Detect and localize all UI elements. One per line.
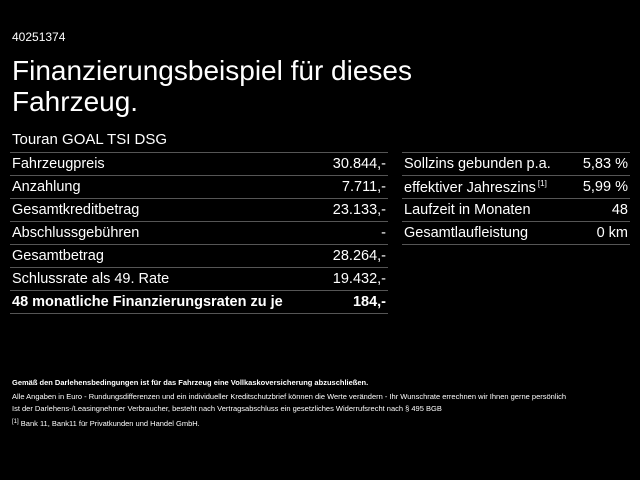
label-text: Schlussrate als 49. Rate	[12, 271, 170, 287]
table-row: 48 monatliche Finanzierungsraten zu je 18…	[10, 291, 388, 314]
row-value: 48	[611, 202, 628, 218]
footnote: [1] Bank 11, Bank11 für Privatkunden und…	[12, 419, 200, 428]
row-label: Anzahlung	[12, 179, 81, 195]
row-label: Schlussrate als 49. Rate	[12, 271, 169, 287]
label-text: Anzahlung	[12, 179, 81, 195]
row-label: effektiver Jahreszins [1]	[404, 179, 547, 196]
finance-table: Fahrzeugpreis 30.844,- Anzahlung 7.711,- Ges…	[10, 152, 388, 314]
title: Finanzierungsbeispiel für dieses Fahrzeu…	[12, 55, 412, 117]
row-label: Gesamtkreditbetrag	[12, 202, 139, 218]
row-value: 184,-	[352, 294, 386, 310]
table-row: Fahrzeugpreis 30.844,-	[10, 153, 388, 176]
row-label: Abschlussgebühren	[12, 225, 139, 241]
table-row: effektiver Jahreszins [1] 5,99 %	[402, 176, 630, 199]
label-text: 48 monatliche Finanzierungsraten zu je	[12, 294, 283, 310]
footnote-marker: [1]	[12, 419, 19, 425]
row-value: 7.711,-	[341, 179, 386, 195]
row-value: 0 km	[596, 225, 628, 241]
listing-id: 40251374	[12, 30, 66, 44]
label-text: Fahrzeugpreis	[12, 156, 105, 172]
footnote-ref: [1]	[537, 178, 547, 188]
table-row: Laufzeit in Monaten 48	[402, 199, 630, 222]
row-label: Laufzeit in Monaten	[404, 202, 531, 218]
row-value: 5,83 %	[582, 156, 628, 172]
row-label: 48 monatliche Finanzierungsraten zu je	[12, 294, 283, 310]
table-row: Gesamtbetrag 28.264,-	[10, 245, 388, 268]
rate-table: Sollzins gebunden p.a. 5,83 % effektiver J…	[402, 152, 630, 245]
row-value: 23.133,-	[332, 202, 386, 218]
row-value: 19.432,-	[332, 271, 386, 287]
row-value: 30.844,-	[332, 156, 386, 172]
label-text: Gesamtbetrag	[12, 248, 104, 264]
label-text: Abschlussgebühren	[12, 225, 140, 241]
row-label: Gesamtbetrag	[12, 248, 104, 264]
label-text: Gesamtlaufleistung	[404, 225, 529, 241]
model: Touran GOAL TSI DSG	[12, 131, 168, 148]
label-text: Laufzeit in Monaten	[404, 202, 531, 218]
table-row: Abschlussgebühren -	[10, 222, 388, 245]
row-value: -	[381, 225, 386, 241]
note-line: Alle Angaben in Euro - Rundungsdifferenz…	[12, 392, 567, 401]
table-row: Anzahlung 7.711,-	[10, 176, 388, 199]
row-value: 5,99 %	[582, 179, 628, 195]
label-text: Sollzins gebunden p.a.	[404, 156, 551, 172]
table-row: Gesamtkreditbetrag 23.133,-	[10, 199, 388, 222]
label-text: Gesamtkreditbetrag	[12, 202, 140, 218]
conditions-note: Gemäß den Darlehensbedingungen ist für d…	[12, 378, 369, 387]
row-label: Gesamtlaufleistung	[404, 225, 528, 241]
table-row: Gesamtlaufleistung 0 km	[402, 222, 630, 245]
label-text: effektiver Jahreszins	[404, 179, 536, 196]
table-row: Schlussrate als 49. Rate 19.432,-	[10, 268, 388, 291]
row-label: Sollzins gebunden p.a.	[404, 156, 551, 172]
footnote-text: Bank 11, Bank11 für Privatkunden und Han…	[20, 419, 200, 428]
table-row: Sollzins gebunden p.a. 5,83 %	[402, 153, 630, 176]
note-line: Ist der Darlehens-/Leasingnehmer Verbrau…	[12, 404, 442, 413]
row-value: 28.264,-	[332, 248, 386, 264]
row-label: Fahrzeugpreis	[12, 156, 105, 172]
